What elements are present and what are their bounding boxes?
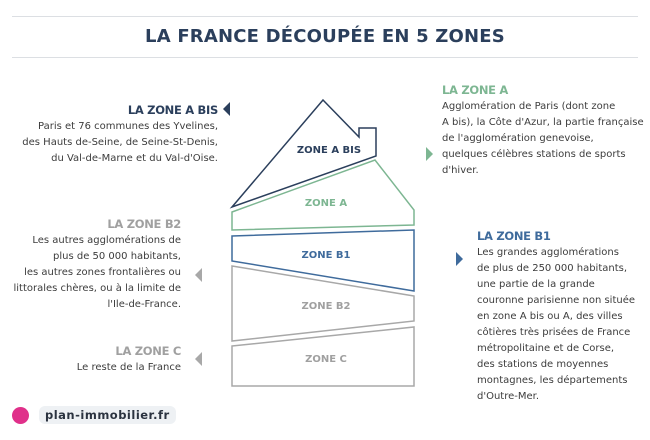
zone-a-heading: LA ZONE A [442,83,509,97]
desc-line: du Val-de-Marne et du Val-d'Oise. [51,153,218,164]
logo-text: plan-immobilier.fr [39,406,176,424]
zone-a-description: LA ZONE A Agglomération de Paris (dont z… [442,82,644,179]
zone-b1-shape [231,229,415,292]
zone-b1-description: LA ZONE B1 Les grandes agglomérations de… [477,228,635,405]
desc-line: d'Outre-Mer. [477,391,540,402]
desc-line: de l'agglomération genevoise, [442,133,594,144]
desc-line: A bis), la Côte d'Azur, la partie frança… [442,117,644,128]
desc-line: en zone A bis ou A, des villes [477,311,623,322]
zone-c-heading: LA ZONE C [115,344,181,358]
zone-abis-shape [229,98,377,209]
zone-b2-label: ZONE B2 [301,301,350,312]
desc-line: d'hiver. [442,165,479,176]
arrow-left-icon [223,102,230,116]
desc-line: l'Ile-de-France. [107,299,181,310]
desc-line: des stations de moyennes [477,359,609,370]
desc-line: Paris et 76 communes des Yvelines, [38,121,218,132]
desc-line: quelques célèbres stations de sports [442,149,626,160]
zone-a-shape [231,159,415,231]
desc-line: de plus de 250 000 habitants, [477,263,628,274]
desc-line: couronne parisienne non située [477,295,636,306]
arrow-right-icon [426,147,433,161]
desc-line: littorales chères, ou à la limite de [13,283,181,294]
page-title: LA FRANCE DÉCOUPÉE EN 5 ZONES [145,26,505,47]
zone-b1-heading: LA ZONE B1 [477,229,551,243]
desc-line: côtières très prisées de France [477,327,631,338]
zone-c-label: ZONE C [305,354,347,365]
arrow-left-icon [195,268,202,282]
zone-abis-heading: LA ZONE A BIS [127,103,218,117]
zone-a-label: ZONE A [305,198,347,209]
desc-line: Les grandes agglomérations [477,247,619,258]
desc-line: une partie de la grande [477,279,595,290]
arrow-left-icon [195,352,202,366]
logo-dot-icon [12,406,29,424]
zone-c-description: LA ZONE C Le reste de la France [76,343,182,376]
zone-b2-heading: LA ZONE B2 [107,217,181,231]
brand-logo[interactable]: plan-immobilier.fr [12,406,176,424]
title-divider [12,57,638,58]
top-divider [12,16,638,17]
desc-line: Les autres agglomérations de [32,235,181,246]
desc-line: montagnes, les départements [477,375,628,386]
arrow-right-icon [456,252,463,266]
desc-line: métropolitaine et de Corse, [477,343,615,354]
zone-b2-shape [231,265,415,342]
zone-b2-description: LA ZONE B2 Les autres agglomérations de … [13,216,181,313]
desc-line: Agglomération de Paris (dont zone [442,101,616,112]
zone-c-shape [231,326,415,387]
zone-abis-label: ZONE A BIS [297,145,361,156]
zone-b1-label: ZONE B1 [301,250,350,261]
desc-line: Le reste de la France [76,362,181,373]
zone-abis-description: LA ZONE A BIS Paris et 76 communes des Y… [22,102,218,167]
desc-line: les autres zones frontalières ou [24,267,181,278]
desc-line: des Hauts de-Seine, de Seine-St-Denis, [22,137,218,148]
desc-line: plus de 50 000 habitants, [53,251,181,262]
